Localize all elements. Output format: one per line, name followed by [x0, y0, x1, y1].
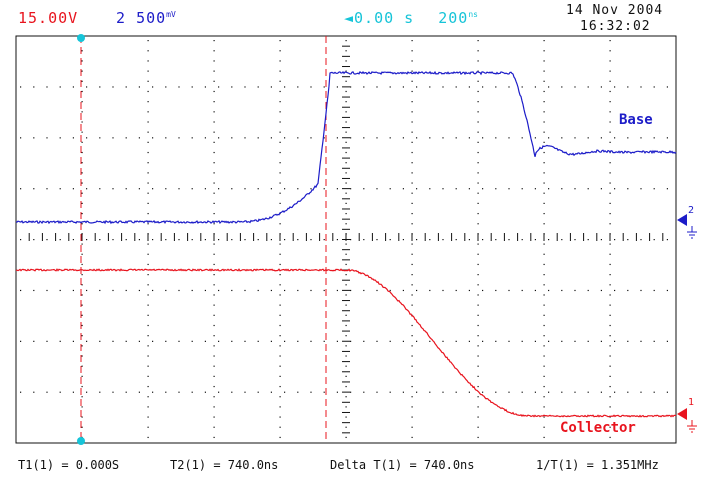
cursor-t1-bottom-handle[interactable]: [77, 437, 85, 445]
trigger-arrow-icon: ◄: [344, 9, 355, 27]
time-scale-unit: ns: [468, 10, 478, 19]
cursor-t1-top-handle[interactable]: [77, 34, 85, 42]
ch1-ground-marker-icon[interactable]: [677, 408, 697, 433]
collector-trace-label: Collector: [560, 420, 636, 436]
ch2-marker-label: 2: [688, 205, 694, 216]
base-trace-label: Base: [619, 112, 653, 128]
ch1-marker-label: 1: [688, 397, 694, 408]
date-readout: 14 Nov 2004: [566, 3, 664, 18]
graticule: [15, 35, 677, 444]
inverse-delta-readout: 1/T(1) = 1.351MHz: [536, 458, 659, 472]
time-offset: 0.00 s: [354, 9, 415, 27]
time-readout: 16:32:02: [580, 19, 651, 34]
cursor-t2-readout: T2(1) = 740.0ns: [170, 458, 279, 472]
ch1-scale-readout: 15.00V: [18, 9, 79, 27]
ch2-scale-readout: 2 500mV: [116, 9, 176, 27]
ch2-ground-marker-icon[interactable]: [677, 214, 697, 239]
cursor-t1-readout: T1(1) = 0.000S: [18, 458, 120, 472]
base-trace: [15, 70, 677, 225]
ch2-scale-unit: mV: [166, 10, 176, 19]
ch2-scale-value: 500: [136, 9, 167, 27]
delta-t-readout: Delta T(1) = 740.0ns: [330, 458, 475, 472]
ch2-index: 2: [116, 9, 127, 27]
timebase-readout: ◄0.00 s 200ns: [344, 9, 478, 27]
time-scale-value: 200: [438, 9, 469, 27]
collector-trace: [15, 268, 677, 418]
